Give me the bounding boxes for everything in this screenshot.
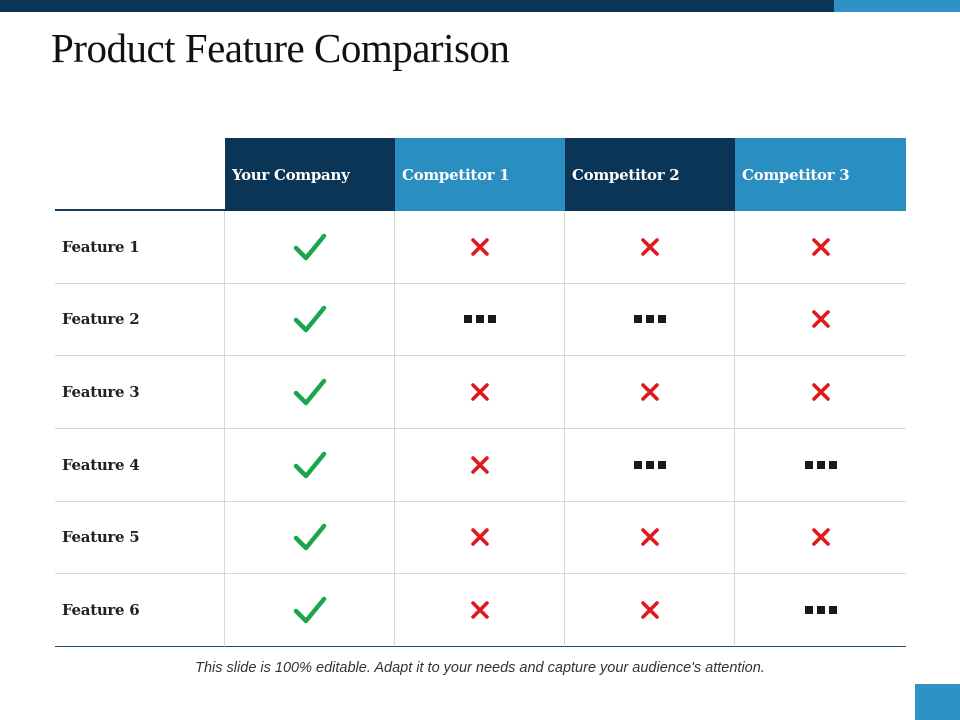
top-accent-bar-light [834,0,960,12]
check-icon [293,595,327,625]
feature-status-cell [735,284,906,357]
feature-status-cell [395,574,565,647]
feature-status-cell [735,429,906,502]
feature-label: Feature 6 [55,574,225,647]
feature-status-cell [395,356,565,429]
cross-icon [470,600,490,620]
feature-status-cell [565,574,735,647]
feature-status-cell [225,428,395,502]
footer-note: This slide is 100% editable. Adapt it to… [195,660,765,676]
feature-label: Feature 2 [55,283,225,357]
feature-label: Feature 4 [55,428,225,502]
cross-icon [640,600,660,620]
cross-icon [640,527,660,547]
feature-status-cell [395,501,565,575]
comparison-table: Your Company Competitor 1 Competitor 2 Comp… [55,138,906,647]
feature-status-cell [395,283,565,357]
cross-icon [470,237,490,257]
partial-dots-icon [633,314,666,324]
check-icon [293,377,327,407]
feature-status-cell [735,211,906,284]
check-icon [293,304,327,334]
check-icon [293,522,327,552]
cross-icon [640,382,660,402]
cross-icon [811,527,831,547]
partial-dots-icon [804,460,837,470]
feature-status-cell [735,502,906,575]
partial-dots-icon [463,314,496,324]
cross-icon [811,237,831,257]
feature-label: Feature 1 [55,211,225,284]
corner-accent-square [915,684,960,720]
feature-status-cell [225,574,395,647]
cross-icon [811,309,831,329]
cross-icon [470,527,490,547]
cross-icon [811,382,831,402]
feature-status-cell [225,356,395,429]
top-accent-bar-dark [0,0,834,12]
feature-status-cell [225,211,395,284]
feature-status-cell [395,211,565,284]
column-header: Competitor 3 [735,138,906,211]
feature-status-cell [735,574,906,647]
cross-icon [470,455,490,475]
feature-status-cell [735,356,906,429]
feature-status-cell [565,356,735,429]
feature-status-cell [565,283,735,357]
table-corner [55,138,225,211]
check-icon [293,232,327,262]
feature-status-cell [225,283,395,357]
feature-status-cell [225,501,395,575]
feature-label: Feature 3 [55,356,225,429]
feature-label: Feature 5 [55,501,225,575]
check-icon [293,450,327,480]
partial-dots-icon [633,460,666,470]
cross-icon [640,237,660,257]
feature-status-cell [565,501,735,575]
feature-status-cell [565,211,735,284]
slide-title: Product Feature Comparison [51,25,510,71]
feature-status-cell [395,428,565,502]
cross-icon [470,382,490,402]
column-header: Competitor 1 [395,138,565,211]
column-header: Your Company [225,138,395,211]
column-header: Competitor 2 [565,138,735,211]
partial-dots-icon [804,605,837,615]
feature-status-cell [565,428,735,502]
